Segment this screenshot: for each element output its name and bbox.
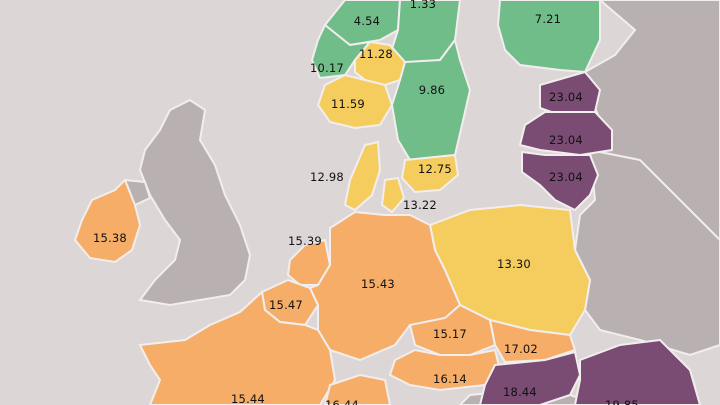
- value-label-norway-west: 10.17: [310, 61, 344, 75]
- value-label-slovakia: 17.02: [504, 342, 538, 356]
- region-norway-southwest: [316, 73, 394, 130]
- value-label-hungary: 18.44: [503, 385, 537, 399]
- value-label-germany: 15.43: [361, 277, 395, 291]
- value-label-poland: 13.30: [497, 257, 531, 271]
- region-finland: [496, 0, 601, 74]
- value-label-norway-south: 11.28: [359, 47, 393, 61]
- value-label-belgium: 15.47: [269, 298, 303, 312]
- value-label-ireland: 15.38: [93, 231, 127, 245]
- region-hungary: [478, 350, 582, 405]
- value-label-latvia: 23.04: [549, 133, 583, 147]
- value-label-romania: 19.85: [605, 398, 639, 405]
- region-sweden-south: [400, 153, 460, 194]
- region-sweden-central: [390, 37, 472, 162]
- value-label-denmark-west: 12.98: [310, 170, 344, 184]
- value-label-sweden-north: 1.33: [409, 0, 437, 11]
- value-label-norway-southwest: 11.59: [331, 97, 365, 111]
- land-belarus: [573, 148, 720, 357]
- value-label-sweden-south: 12.75: [418, 162, 452, 176]
- region-france: [138, 290, 337, 405]
- value-label-switzerland: 16.44: [325, 398, 359, 405]
- region-denmark-east: [380, 176, 406, 214]
- value-label-lithuania: 23.04: [549, 170, 583, 184]
- value-label-sweden-central: 9.86: [418, 83, 446, 97]
- value-label-czechia: 15.17: [433, 327, 467, 341]
- value-label-finland: 7.21: [534, 12, 562, 26]
- region-latvia: [518, 111, 613, 157]
- region-lithuania: [521, 150, 600, 212]
- value-label-france: 15.44: [231, 392, 265, 405]
- region-denmark-west: [343, 140, 382, 212]
- region-romania: [573, 338, 702, 405]
- region-switzerland: [323, 373, 392, 405]
- value-label-norway-north: 4.54: [353, 14, 381, 28]
- value-label-denmark-east: 13.22: [403, 198, 437, 212]
- value-label-austria: 16.14: [433, 372, 467, 386]
- region-ireland: [73, 178, 142, 264]
- value-label-netherlands: 15.39: [288, 234, 322, 248]
- value-label-estonia: 23.04: [549, 90, 583, 104]
